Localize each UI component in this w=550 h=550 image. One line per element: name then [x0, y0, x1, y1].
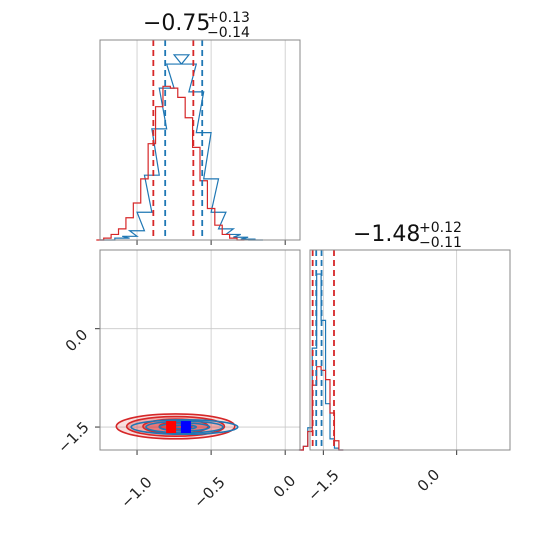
x-tick-label: −1.0: [117, 473, 155, 511]
title-lower: −0.14: [207, 25, 250, 41]
histogram-series_a: [100, 54, 263, 241]
x-tick-labels-right: −1.5 0.0: [304, 466, 443, 505]
panel-frame: [309, 249, 511, 451]
histogram-series_b: [96, 85, 245, 241]
contour-series-a: [130, 419, 239, 436]
x-tick-labels-left: −1.0 −0.5 0.0: [117, 472, 299, 512]
marginal-panel-1: [96, 39, 301, 245]
title-lower: −0.11: [419, 235, 462, 251]
marker-series-a: [180, 421, 191, 434]
title-marginal-2: −1.48 +0.12 −0.11: [353, 220, 462, 251]
marker-series-b: [166, 421, 177, 434]
title-upper: +0.13: [207, 10, 250, 26]
x-tick-label: −0.5: [190, 473, 228, 511]
y-tick-labels: 0.0 −1.5: [54, 326, 92, 457]
title-value: −0.75: [143, 11, 210, 36]
title-marginal-1: −0.75 +0.13 −0.14: [143, 10, 250, 41]
joint-panel: [95, 249, 301, 455]
panel-frame: [99, 249, 301, 451]
x-tick-label: 0.0: [270, 472, 300, 502]
y-tick-label: −1.5: [54, 418, 92, 456]
x-tick-label: −1.5: [304, 466, 342, 504]
marginal-panel-2: [298, 249, 511, 455]
title-value: −1.48: [353, 222, 420, 247]
x-tick-label: 0.0: [414, 466, 444, 496]
title-upper: +0.12: [419, 220, 462, 236]
histogram-series_b: [298, 366, 344, 451]
y-tick-label: 0.0: [62, 326, 92, 356]
panel-frame: [99, 39, 301, 241]
